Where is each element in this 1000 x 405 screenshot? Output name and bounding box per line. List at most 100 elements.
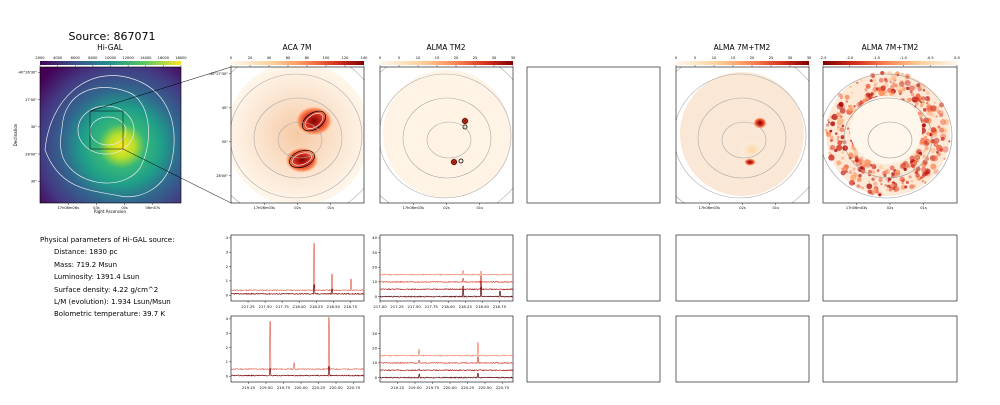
y-tick-label: 10 xyxy=(372,360,377,365)
noise-speck xyxy=(899,80,904,84)
x-tick-label: 17h06m03s xyxy=(699,206,720,210)
y-tick-label: 10 xyxy=(372,279,377,284)
noise-speck xyxy=(850,91,854,94)
noise-speck xyxy=(864,158,871,166)
colorbar-tick-label: 15 xyxy=(435,56,440,60)
empty-spectrum-panel xyxy=(822,315,958,383)
colorbar-tick-label: 5 xyxy=(694,56,696,60)
noise-speck xyxy=(909,155,916,161)
noise-speck xyxy=(878,89,885,97)
colorbar-tick-label: -1.0 xyxy=(900,56,908,60)
info-line: Luminosity: 1391.4 Lsun xyxy=(54,273,140,282)
x-tick-label: 217.50 xyxy=(258,304,272,309)
x-tick-label: 218.25 xyxy=(310,304,324,309)
x-tick-label: 01s xyxy=(328,206,335,210)
noise-speck xyxy=(920,114,924,117)
x-tick-label: 03s xyxy=(93,206,100,210)
noise-speck xyxy=(836,112,841,118)
x-tick-label: 220.25 xyxy=(312,385,326,390)
noise-speck xyxy=(854,153,859,158)
x-tick-label: 219.75 xyxy=(277,385,291,390)
x-tick-label: 06m57s xyxy=(146,206,161,210)
noise-speck xyxy=(848,170,853,175)
noise-speck xyxy=(865,92,871,97)
aca7m-panel: ACA 7M 0 20 40 60 80 100 120 140 -40°27'30" 40" 5… xyxy=(209,43,369,210)
x-tick-label: 02s xyxy=(887,206,894,210)
y-tick-label: 0 xyxy=(226,374,229,379)
noise-speck xyxy=(841,156,845,160)
y-tick-label: 28'00" xyxy=(25,152,37,156)
spectrum-frame xyxy=(230,315,365,383)
noise-speck xyxy=(914,101,919,106)
noise-speck xyxy=(919,104,923,108)
tm2-primary-beam xyxy=(383,70,511,198)
y-tick-label: 30" xyxy=(31,180,38,184)
noise-speck xyxy=(827,118,830,122)
noise-speck xyxy=(829,144,836,151)
colorbar-tick-label: 40 xyxy=(267,56,272,60)
noise-speck xyxy=(849,85,852,88)
noise-speck xyxy=(891,172,895,176)
higal-colorbar xyxy=(40,61,181,65)
noise-speck xyxy=(871,77,877,83)
noise-speck xyxy=(838,101,844,107)
noise-speck xyxy=(939,127,945,133)
colorbar-tick-label: 0 xyxy=(675,56,678,60)
noise-speck xyxy=(882,170,887,176)
combined-title: ALMA 7M+TM2 xyxy=(714,43,771,52)
colorbar-tick-label: 18000 xyxy=(175,56,187,60)
noise-speck xyxy=(890,84,895,90)
noise-speck xyxy=(925,91,930,95)
noise-speck xyxy=(910,179,914,183)
combined-colorbar xyxy=(676,61,809,65)
x-tick-label: 02s xyxy=(443,206,450,210)
noise-speck xyxy=(907,97,912,102)
noise-speck xyxy=(889,165,895,171)
noise-speck xyxy=(894,83,898,88)
spectrum-frame xyxy=(379,315,514,383)
noise-speck xyxy=(873,84,876,87)
noise-speck xyxy=(912,161,917,166)
y-tick-label: 2 xyxy=(226,345,229,350)
noise-speck xyxy=(871,73,876,79)
noise-speck xyxy=(839,107,846,114)
noise-speck xyxy=(871,164,877,170)
source-title: Source: 867071 xyxy=(69,30,156,43)
y-tick-label: -40°26'30" xyxy=(18,71,38,75)
noise-speck xyxy=(933,137,940,144)
noise-speck xyxy=(923,135,928,140)
y-tick-label: -40°27'30" xyxy=(209,72,229,76)
spectrum-frame xyxy=(230,234,365,302)
noise-speck xyxy=(887,70,892,75)
colorbar-tick-label: 16000 xyxy=(158,56,170,60)
y-tick-label: 30 xyxy=(372,331,377,336)
physical-parameters: Physical parameters of Hi-GAL source: Di… xyxy=(40,234,174,321)
colorbar-tick-label: 80 xyxy=(305,56,310,60)
aca7m-contour-black xyxy=(302,110,326,132)
combined-log-inner-hole xyxy=(850,96,922,164)
colorbar-tick-label: 60 xyxy=(286,56,291,60)
x-tick-label: 217.25 xyxy=(241,304,255,309)
noise-speck xyxy=(880,70,885,76)
noise-speck xyxy=(920,101,923,104)
noise-speck xyxy=(939,113,944,118)
noise-speck xyxy=(904,185,908,189)
tm2-x-ticks: 17h06m03s 02s 01s xyxy=(403,203,483,210)
noise-speck xyxy=(866,97,869,101)
spectrum-line xyxy=(379,356,514,365)
noise-speck xyxy=(844,170,848,173)
colorbar-tick-label: 14000 xyxy=(140,56,152,60)
noise-speck xyxy=(859,185,862,189)
noise-speck xyxy=(856,177,862,183)
noise-speck xyxy=(828,154,835,161)
y-tick-label: 0 xyxy=(375,294,378,299)
tm2-core xyxy=(450,158,458,166)
noise-speck xyxy=(923,140,930,147)
noise-speck xyxy=(885,188,890,192)
noise-speck xyxy=(827,151,831,155)
noise-speck xyxy=(866,183,873,190)
noise-speck xyxy=(922,89,926,92)
aca7m-colorbar xyxy=(231,61,364,65)
higal-colorbar-ticks: 2000 4000 6000 8000 10000 12000 14000 16000 1800… xyxy=(35,56,187,67)
tm2-panel: ALMA TM2 0 5 10 15 20 25 30 35 17h06m03s 02s 01s xyxy=(379,43,515,210)
